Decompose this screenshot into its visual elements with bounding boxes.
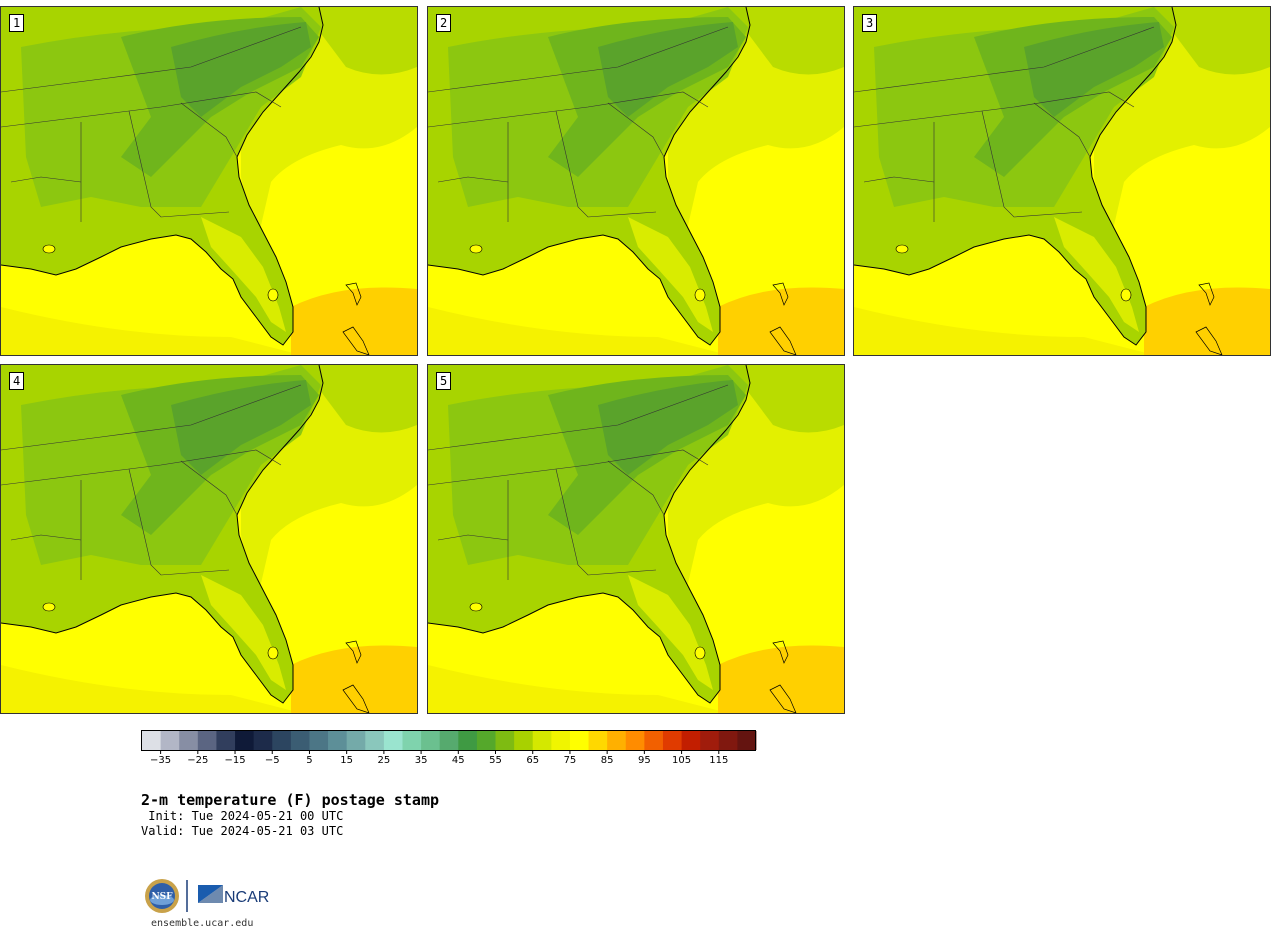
colorbar-swatch (681, 731, 701, 750)
colorbar-swatch (644, 731, 664, 750)
colorbar-swatch (737, 731, 757, 750)
colorbar-swatch (458, 731, 478, 750)
colorbar-swatch (235, 731, 255, 750)
colorbar-swatch (495, 731, 515, 750)
colorbar-tick-label: −5 (264, 755, 280, 766)
colorbar-tick-label: −25 (187, 755, 209, 766)
colorbar-tick-label: 45 (451, 755, 465, 766)
colorbar (141, 730, 757, 754)
colorbar-tick-label: 5 (306, 755, 313, 766)
colorbar-swatch (365, 731, 385, 750)
map-panel-5: 5 (427, 364, 845, 714)
colorbar-swatch (346, 731, 366, 750)
colorbar-swatch (588, 731, 608, 750)
colorbar-swatch (476, 731, 496, 750)
colorbar-swatch (569, 731, 589, 750)
colorbar-swatch (383, 731, 403, 750)
colorbar-swatch (160, 731, 180, 750)
colorbar-swatch (439, 731, 459, 750)
panel-label: 2 (436, 14, 452, 32)
colorbar-tick-label: 35 (414, 755, 428, 766)
colorbar-swatch (718, 731, 738, 750)
colorbar-swatch (607, 731, 627, 750)
colorbar-tick-label: 75 (563, 755, 577, 766)
map-panel-4: 4 (0, 364, 418, 714)
colorbar-swatch (253, 731, 273, 750)
colorbar-tick-label: 65 (526, 755, 540, 766)
colorbar-tick-label: −15 (224, 755, 246, 766)
colorbar-swatch (532, 731, 552, 750)
colorbar-swatch (272, 731, 292, 750)
colorbar-swatch (290, 731, 310, 750)
site-url: ensemble.ucar.edu (151, 918, 254, 929)
colorbar-swatch (662, 731, 682, 750)
colorbar-swatch (309, 731, 329, 750)
colorbar-swatch (700, 731, 720, 750)
colorbar-swatch (179, 731, 199, 750)
colorbar-swatch (402, 731, 422, 750)
colorbar-swatch (216, 731, 236, 750)
panel-label: 5 (436, 372, 452, 390)
valid-time: Valid: Tue 2024-05-21 03 UTC (141, 824, 344, 838)
colorbar-tick-label: 55 (489, 755, 502, 766)
map-panel-1: 1 (0, 6, 418, 356)
ncar-logo-icon: NCAR (198, 885, 269, 906)
colorbar-swatch (197, 731, 217, 750)
colorbar-tick-label: 95 (637, 755, 651, 766)
colorbar-swatch (328, 731, 348, 750)
colorbar-tick-label: −35 (150, 755, 172, 766)
colorbar-swatch (142, 731, 162, 750)
panel-label: 1 (9, 14, 25, 32)
panel-label: 3 (862, 14, 878, 32)
nsf-logo-text: NSF (151, 892, 173, 902)
colorbar-swatch (514, 731, 534, 750)
nsf-logo-icon: NSF (145, 879, 179, 913)
init-time: Init: Tue 2024-05-21 00 UTC (141, 809, 344, 823)
colorbar-swatch (625, 731, 645, 750)
plot-title: 2-m temperature (F) postage stamp (141, 791, 440, 809)
colorbar-tick-label: 105 (672, 755, 692, 766)
colorbar-tick-label: 15 (340, 755, 354, 766)
map-panel-3: 3 (853, 6, 1271, 356)
colorbar-swatch (421, 731, 441, 750)
colorbar-tick-label: 25 (377, 755, 391, 766)
ncar-logo-text: NCAR (224, 889, 269, 906)
panel-label: 4 (9, 372, 25, 390)
map-panel-2: 2 (427, 6, 845, 356)
colorbar-swatch (551, 731, 571, 750)
logos: NSF NCAR (143, 877, 283, 917)
colorbar-tick-label: 115 (709, 755, 729, 766)
colorbar-tick-label: 85 (600, 755, 614, 766)
